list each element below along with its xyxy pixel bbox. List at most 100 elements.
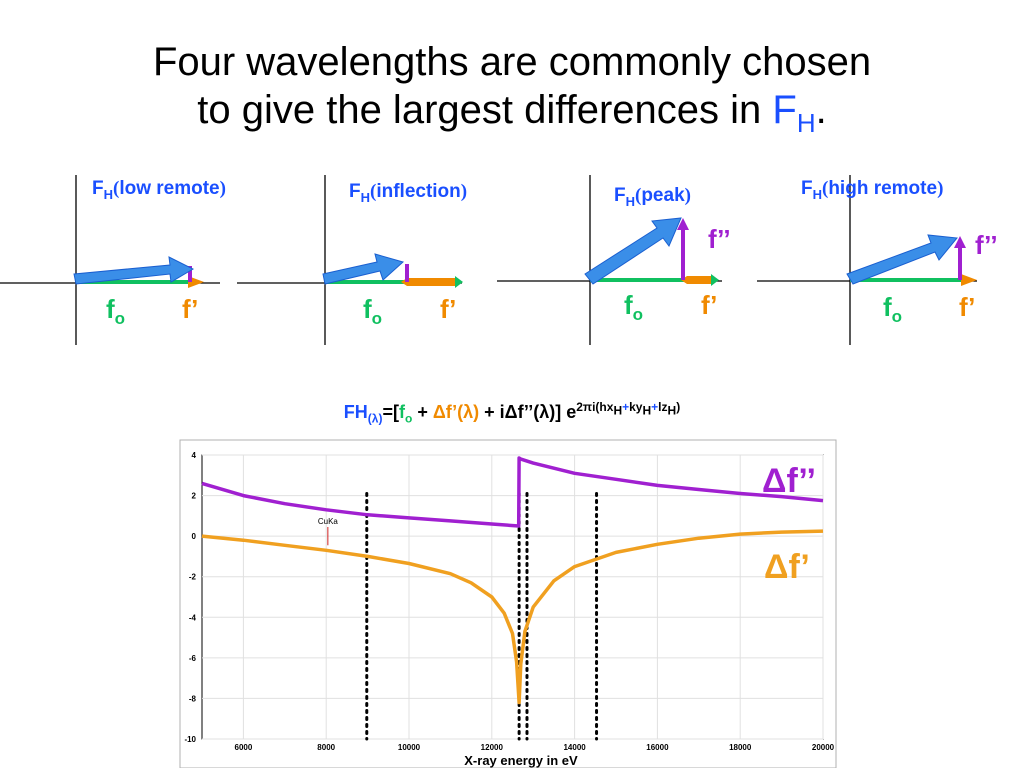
fdprime-label: f’’ — [975, 230, 998, 260]
fh-vector — [584, 217, 682, 285]
y-tick-label: -6 — [189, 654, 197, 663]
structure-factor-equation: FH(λ)=[fo + Δf’(λ) + iΔf’’(λ)] e2πi(hxH+… — [0, 400, 1024, 426]
title-period: . — [815, 88, 827, 132]
fo-arrowhead — [711, 274, 719, 286]
x-tick-label: 6000 — [235, 743, 253, 752]
label-text: peak — [641, 185, 685, 206]
series-label-delta-f-prime: Δf’ — [764, 548, 810, 586]
vector-diagram-peak — [497, 175, 722, 345]
vector-diagram-low-remote — [0, 175, 220, 345]
title-fh: FH — [772, 88, 815, 136]
fo-label: fo — [624, 290, 643, 325]
label-text: inflection — [376, 181, 461, 202]
fdprime-label: f’’ — [708, 224, 731, 254]
y-tick-label: 0 — [192, 532, 197, 541]
x-axis-label: X-ray energy in eV — [464, 753, 578, 768]
series-line-delta-f-prime — [201, 529, 824, 705]
diagram-label: FH(peak) — [614, 185, 691, 209]
exp-close: ) — [676, 400, 681, 414]
vector-diagram-high-remote — [757, 175, 977, 345]
fo-label: fo — [106, 294, 125, 329]
fprime-label: f’ — [959, 292, 976, 322]
x-tick-label: 14000 — [563, 743, 586, 752]
annotations: CuKa Δf’’ Δf’ — [318, 462, 816, 586]
slide-title: Four wavelengths are commonly chosen to … — [0, 38, 1024, 136]
fdprime-arrowhead — [954, 236, 966, 248]
exp-pre: 2πi(hx — [576, 400, 614, 414]
title-line-2: to give the largest differences in — [197, 88, 773, 132]
diagram-high-remote: FH(high remote) f’’ fo f’ — [757, 170, 1007, 350]
exp-h3: H — [667, 403, 677, 418]
eq-fh-sub: (λ) — [367, 411, 383, 426]
fo-main: f — [883, 292, 892, 322]
fprime-label: f’ — [440, 294, 457, 324]
plot-area — [201, 454, 824, 740]
series-lines — [201, 456, 824, 705]
eq-plus2: + i — [479, 402, 505, 422]
fo-sub: o — [114, 309, 126, 329]
fo-main: f — [363, 294, 372, 324]
label-f: F — [349, 181, 361, 202]
x-tick-label: 16000 — [646, 743, 669, 752]
cuka-label: CuKa — [318, 517, 339, 526]
title-line-1: Four wavelengths are commonly chosen — [152, 40, 872, 84]
eq-close: ] e — [555, 402, 577, 422]
title-fh-main: F — [772, 88, 797, 132]
x-tick-label: 10000 — [398, 743, 421, 752]
y-tick-label: -8 — [189, 694, 197, 703]
fo-label: fo — [363, 294, 382, 329]
series-line-delta-f-double-prime — [201, 456, 824, 528]
diagram-peak: FH(peak) f’’ fo f’ — [497, 170, 747, 350]
eq-fo: f — [398, 402, 405, 422]
exp-plus1: + — [622, 400, 630, 414]
exp-lz: lz — [658, 400, 668, 414]
vector-diagram-inflection — [237, 175, 463, 345]
diagram-label: FH(high remote) — [801, 178, 944, 202]
fo-sub: o — [891, 307, 903, 327]
y-tick-label: 4 — [192, 451, 197, 460]
eq-open: =[ — [382, 402, 399, 422]
eq-exponent: 2πi(hxH+kyH+lzH) — [576, 400, 681, 418]
exp-ky: ky — [629, 400, 643, 414]
diagram-label: FH(low remote) — [92, 178, 226, 202]
y-tick-label: -10 — [184, 735, 196, 744]
exp-plus2: + — [651, 400, 659, 414]
fdprime-arrowhead — [677, 218, 689, 230]
label-sub: H — [360, 189, 370, 205]
fo-arrowhead — [455, 276, 463, 288]
label-text: high remote — [828, 178, 938, 199]
exp-h2: H — [642, 403, 652, 418]
diagram-label: FH(inflection) — [349, 181, 468, 205]
fo-main: f — [106, 294, 115, 324]
label-f: F — [801, 178, 813, 199]
fh-vector — [846, 234, 958, 285]
eq-fh: FH — [343, 402, 368, 422]
fo-sub: o — [371, 309, 383, 329]
eq-fo-sub: o — [404, 411, 413, 426]
fo-main: f — [624, 290, 633, 320]
x-tick-label: 20000 — [812, 743, 835, 752]
fh-vector — [322, 253, 405, 285]
label-sub: H — [812, 186, 822, 202]
fh-vector — [73, 256, 195, 285]
diagram-inflection: FH(inflection) fo f’ — [237, 170, 487, 350]
exp-h1: H — [613, 403, 623, 418]
y-tick-label: -2 — [189, 573, 197, 582]
label-text: low remote — [119, 178, 220, 199]
diagram-low-remote: FH(low remote) fo f’ — [0, 170, 250, 350]
gridlines — [202, 454, 824, 740]
fprime-vector — [961, 274, 977, 286]
x-tick-label: 18000 — [729, 743, 752, 752]
fprime-vector — [401, 278, 455, 286]
x-tick-label: 8000 — [317, 743, 335, 752]
y-tick-label: 2 — [192, 492, 197, 501]
series-label-delta-f-double-prime: Δf’’ — [762, 462, 816, 500]
label-f: F — [92, 178, 104, 199]
fprime-label: f’ — [701, 290, 718, 320]
label-sub: H — [103, 186, 113, 202]
fprime-vector — [681, 276, 711, 284]
fo-sub: o — [632, 305, 644, 325]
fo-label: fo — [883, 292, 902, 327]
x-tick-label: 12000 — [481, 743, 504, 752]
